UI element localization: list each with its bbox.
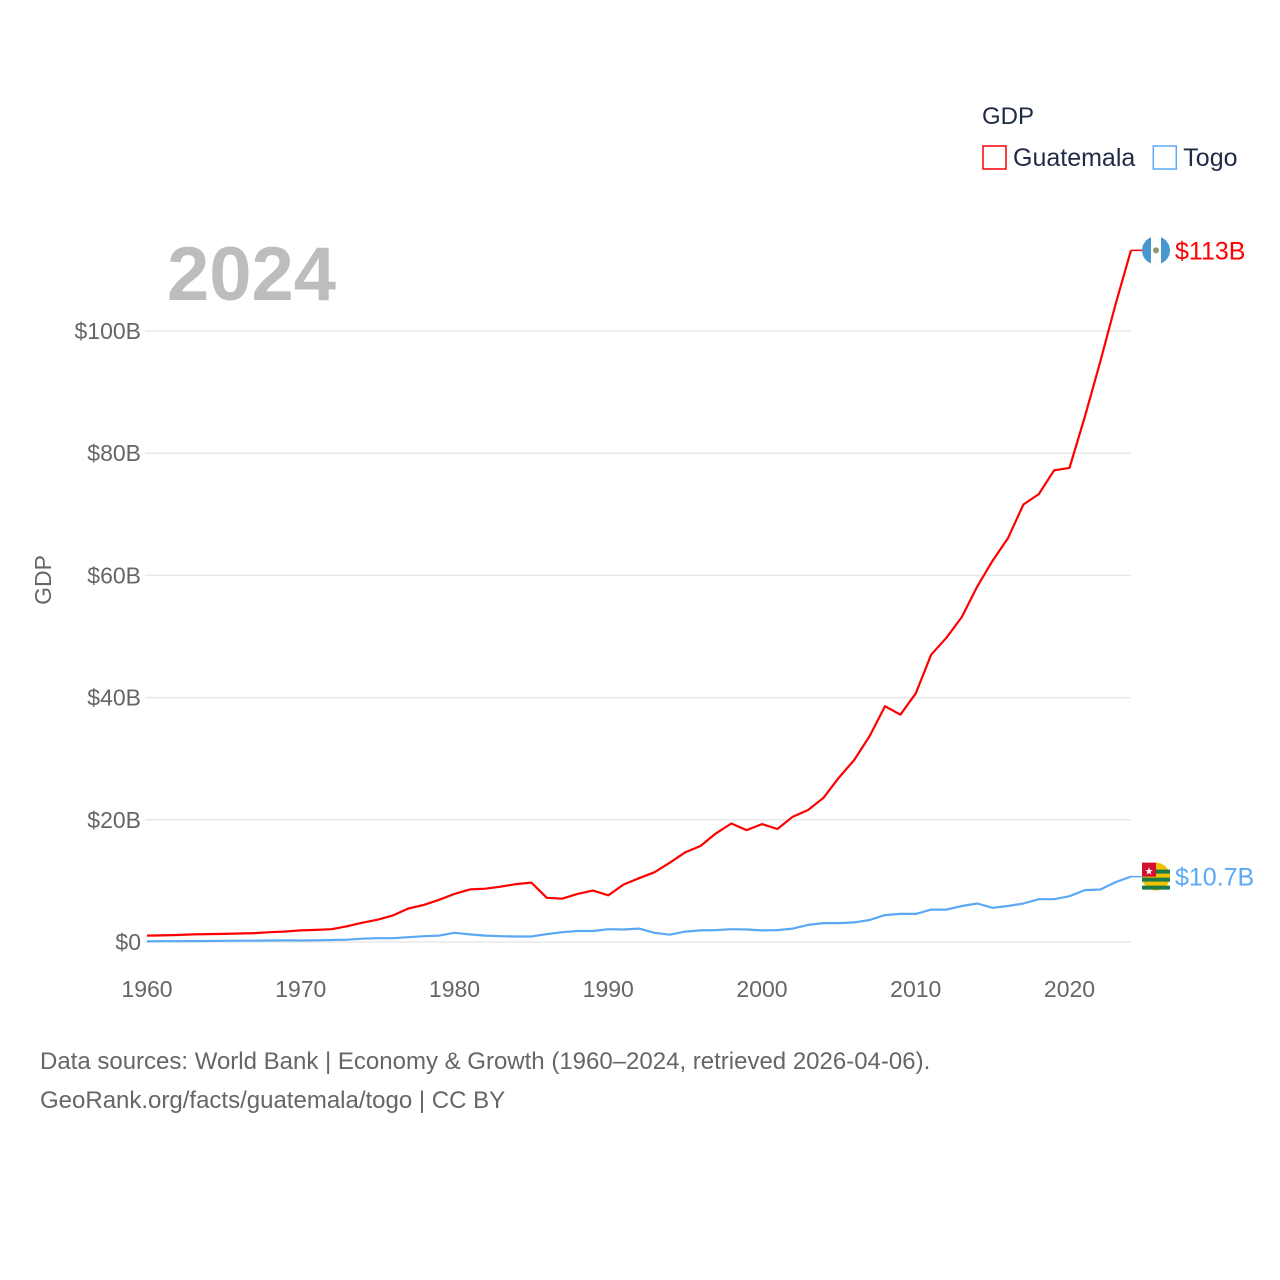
y-tick-label: $60B bbox=[87, 562, 141, 588]
source-line: Data sources: World Bank | Economy & Gro… bbox=[40, 1048, 931, 1075]
x-tick-label: 1970 bbox=[275, 976, 326, 1002]
flag-stripe bbox=[1142, 885, 1170, 890]
end-value-togo: $10.7B bbox=[1175, 864, 1254, 892]
series-lines bbox=[146, 249, 1133, 943]
flag-stripe bbox=[1142, 877, 1170, 882]
y-tick-label: $40B bbox=[87, 685, 141, 711]
flag-guatemala-icon bbox=[1142, 236, 1170, 265]
gridlines bbox=[145, 330, 1131, 943]
y-tick-label: $80B bbox=[87, 440, 141, 466]
flag-emblem bbox=[1153, 247, 1159, 254]
end-value-guatemala: $113B bbox=[1175, 237, 1245, 265]
legend-swatch-togo bbox=[1152, 145, 1178, 170]
line-togo bbox=[146, 875, 1132, 943]
legend: Guatemala Togo bbox=[982, 144, 1238, 172]
x-tick-label: 1960 bbox=[121, 976, 172, 1002]
y-axis-label: GDP bbox=[30, 555, 56, 605]
x-tick-label: 2000 bbox=[736, 976, 787, 1002]
flag-togo-icon: ★ bbox=[1142, 862, 1170, 891]
attribution-line: GeoRank.org/facts/guatemala/togo | CC BY bbox=[40, 1087, 506, 1114]
legend-label-togo: Togo bbox=[1183, 144, 1237, 172]
x-tick-label: 2010 bbox=[890, 976, 941, 1002]
x-tick-label: 1990 bbox=[583, 976, 634, 1002]
source-footer: Data sources: World Bank | Economy & Gro… bbox=[40, 1042, 930, 1120]
legend-title: GDP bbox=[982, 103, 1034, 130]
y-tick-label: $20B bbox=[87, 807, 141, 833]
legend-swatch-guatemala bbox=[982, 145, 1007, 170]
y-tick-label: $0 bbox=[115, 929, 141, 955]
x-tick-label: 1980 bbox=[429, 976, 480, 1002]
y-axis-ticks: $0 $20B $40B $60B $80B $100B bbox=[74, 318, 141, 955]
x-axis-ticks: 1960 1970 1980 1990 2000 2010 2020 bbox=[121, 976, 1095, 1002]
x-tick-label: 2020 bbox=[1044, 976, 1095, 1002]
flag-canton bbox=[1142, 862, 1156, 877]
line-guatemala bbox=[146, 249, 1133, 937]
year-label: 2024 bbox=[167, 232, 336, 317]
flag-star: ★ bbox=[1145, 867, 1154, 878]
end-labels: $113B ★ $10.7B bbox=[1131, 236, 1254, 892]
y-tick-label: $100B bbox=[74, 318, 141, 344]
legend-label-guatemala: Guatemala bbox=[1013, 144, 1135, 172]
